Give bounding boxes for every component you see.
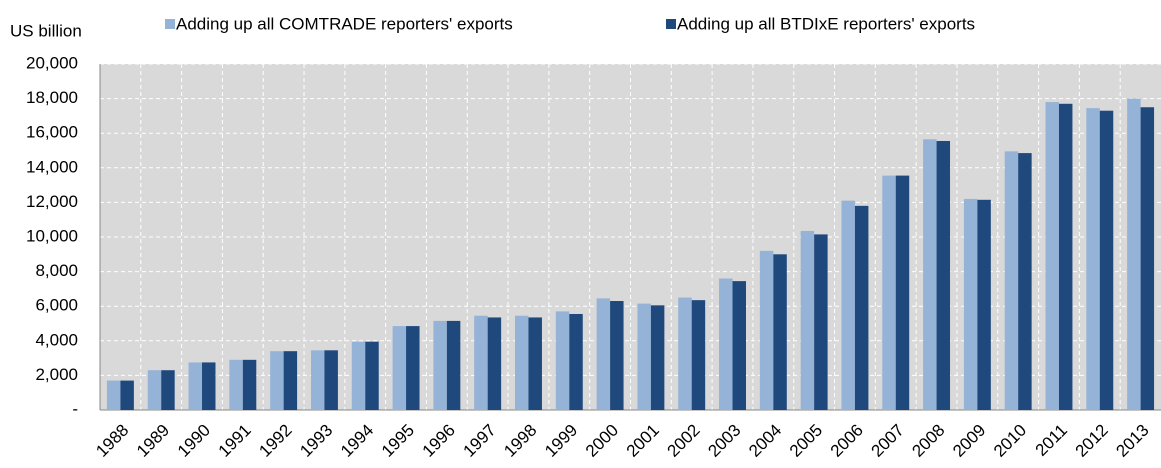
y-tick-label: 16,000 xyxy=(26,123,78,142)
bar xyxy=(433,320,447,410)
bar xyxy=(242,359,257,410)
bar xyxy=(283,351,298,410)
bar xyxy=(637,303,651,410)
bar xyxy=(569,313,583,410)
bar xyxy=(161,370,175,410)
bar xyxy=(1058,103,1073,410)
bar xyxy=(936,140,951,411)
bar xyxy=(800,230,815,410)
y-tick-label: 10,000 xyxy=(26,226,78,245)
x-tick-label: 1993 xyxy=(296,421,336,461)
x-tick-label: 1988 xyxy=(92,421,132,461)
x-tick-label: 2006 xyxy=(827,421,867,461)
bar xyxy=(147,370,162,410)
legend-label: Adding up all BTDIxE reporters' exports xyxy=(677,14,975,33)
bar xyxy=(270,351,284,410)
bar xyxy=(841,200,855,410)
y-tick-label: 6,000 xyxy=(35,296,78,315)
x-tick-label: 2011 xyxy=(1032,421,1071,460)
x-tick-label: 2000 xyxy=(582,421,622,461)
bar xyxy=(1045,102,1059,410)
bar xyxy=(446,320,461,410)
bar xyxy=(882,175,896,410)
x-tick-label: 2012 xyxy=(1072,421,1112,461)
x-tick-label: 2002 xyxy=(664,421,704,461)
bar xyxy=(963,198,978,410)
y-tick-label: 18,000 xyxy=(26,88,78,107)
x-tick-label: 2003 xyxy=(704,421,744,461)
bar xyxy=(596,298,611,410)
x-tick-label: 2005 xyxy=(786,421,826,461)
y-tick-label: 4,000 xyxy=(35,330,78,349)
bar xyxy=(1099,110,1114,411)
legend-label: Adding up all COMTRADE reporters' export… xyxy=(176,14,513,33)
x-tick-label: 1994 xyxy=(337,421,377,461)
bar xyxy=(106,380,121,410)
bar xyxy=(732,281,746,410)
bar xyxy=(202,362,216,410)
x-tick-label: 1998 xyxy=(500,421,540,461)
x-tick-label: 2010 xyxy=(990,421,1030,461)
bar xyxy=(392,326,407,410)
bar xyxy=(610,301,624,410)
x-tick-label: 1992 xyxy=(255,421,295,461)
x-tick-label: 2009 xyxy=(949,421,989,461)
y-axis-label: US billion xyxy=(10,21,82,40)
bar xyxy=(773,254,787,410)
y-tick-label: 14,000 xyxy=(26,157,78,176)
y-tick-label: 20,000 xyxy=(26,53,78,72)
bar xyxy=(515,315,529,410)
x-tick-label: 2008 xyxy=(908,421,948,461)
bar xyxy=(351,341,366,410)
bar xyxy=(528,317,542,410)
bar xyxy=(188,362,203,410)
bar xyxy=(854,205,869,410)
bar xyxy=(406,326,420,410)
bar xyxy=(719,278,733,410)
y-tick-label: - xyxy=(72,399,78,418)
bar xyxy=(923,139,937,410)
legend-swatch xyxy=(165,19,175,29)
bar xyxy=(759,250,774,410)
bar xyxy=(1140,107,1155,410)
y-tick-label: 2,000 xyxy=(35,365,78,384)
x-tick-label: 1989 xyxy=(133,421,173,461)
x-tick-label: 2013 xyxy=(1112,421,1152,461)
x-tick-label: 1996 xyxy=(419,421,459,461)
bar xyxy=(310,350,325,410)
bar xyxy=(678,297,692,410)
bar xyxy=(229,359,243,410)
bar xyxy=(1018,153,1032,410)
bar xyxy=(555,311,570,410)
bar xyxy=(977,199,991,410)
bar xyxy=(814,234,828,410)
bar xyxy=(691,300,706,410)
legend-swatch xyxy=(666,19,676,29)
bar xyxy=(1086,108,1100,411)
y-tick-label: 8,000 xyxy=(35,261,78,280)
x-tick-label: 2007 xyxy=(868,421,908,461)
x-tick-label: 1999 xyxy=(541,421,581,461)
bar xyxy=(1127,98,1141,410)
x-tick-label: 2004 xyxy=(745,421,785,461)
x-tick-label: 1991 xyxy=(215,421,255,461)
bar xyxy=(487,317,502,410)
y-tick-label: 12,000 xyxy=(26,192,78,211)
x-tick-label: 2001 xyxy=(623,421,663,461)
bar xyxy=(895,175,910,410)
x-tick-label: 1990 xyxy=(174,421,214,461)
bar xyxy=(120,380,134,410)
bar xyxy=(1004,151,1019,411)
bar xyxy=(324,350,338,410)
bar xyxy=(474,315,488,410)
x-tick-label: 1995 xyxy=(378,421,418,461)
bar xyxy=(650,305,665,410)
x-tick-label: 1997 xyxy=(459,421,499,461)
bar xyxy=(365,341,379,410)
